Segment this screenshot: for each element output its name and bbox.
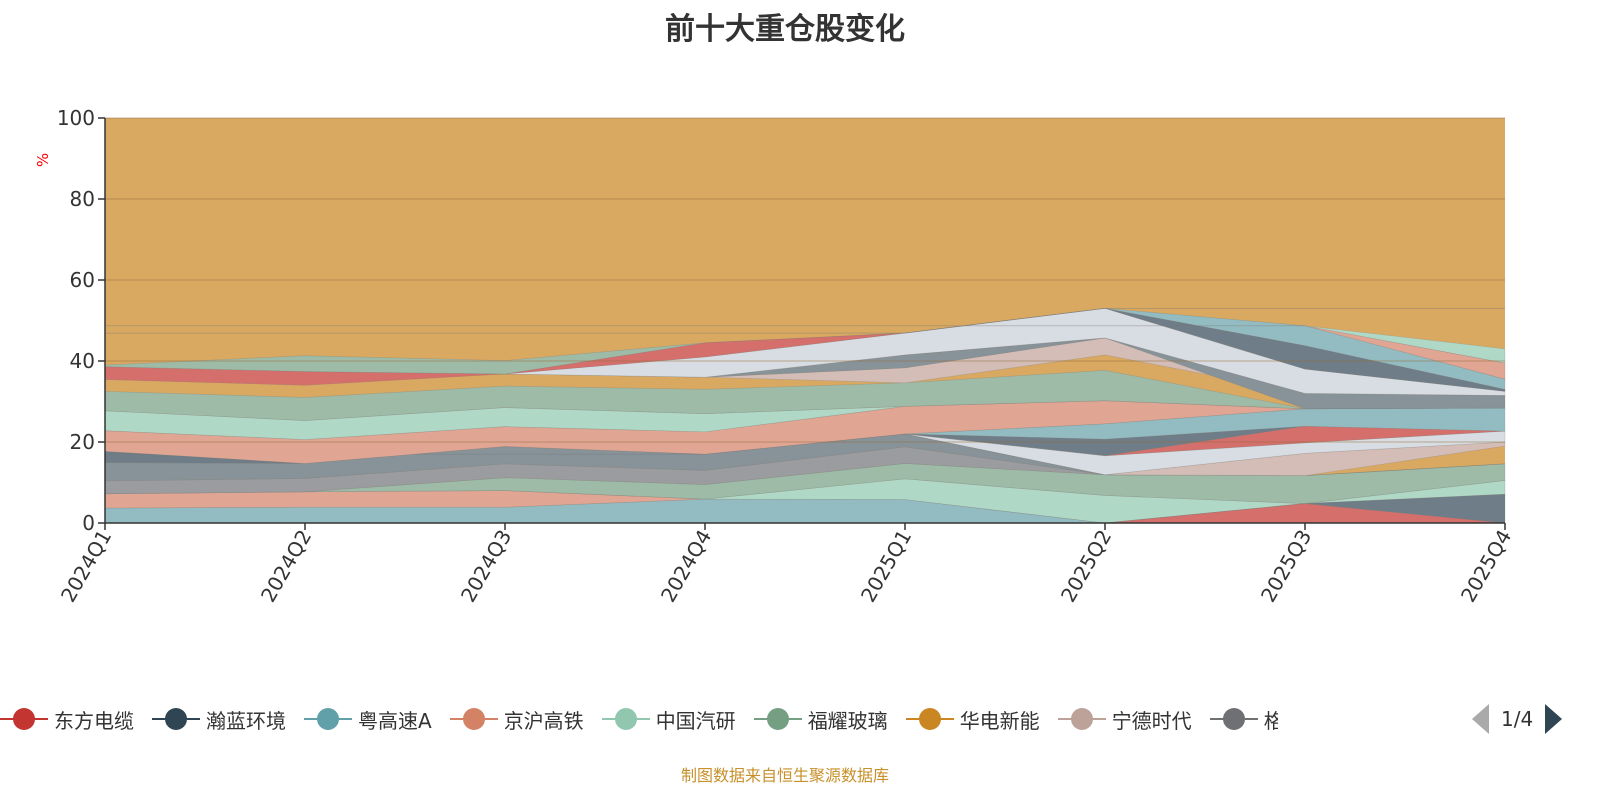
legend: 东方电缆 瀚蓝环境 粤高速A 京沪高铁 中国汽研 福耀玻璃 华电新能 宁德时代 格	[0, 703, 1296, 735]
x-tick-label: 2024Q3	[456, 526, 516, 607]
area-band	[105, 430, 1506, 476]
x-tick-label: 2025Q1	[856, 526, 916, 607]
y-tick-label: 100	[57, 106, 95, 130]
legend-marker-icon	[304, 707, 352, 731]
legend-label: 格	[1263, 708, 1278, 733]
area-band	[105, 308, 1506, 396]
x-tick-label: 2024Q2	[256, 526, 316, 607]
legend-next-page-icon[interactable]	[1545, 704, 1563, 734]
y-tick-label: 0	[82, 511, 95, 535]
legend-marker-icon	[753, 707, 802, 731]
legend-marker-icon	[449, 707, 498, 731]
legend-item[interactable]: 粤高速A	[304, 705, 432, 734]
data-source-note: 制图数据来自恒生聚源数据库	[680, 766, 889, 785]
area-band	[105, 325, 1506, 380]
area-band	[105, 337, 1506, 410]
legend-label: 华电新能	[959, 708, 1040, 733]
area-band	[104, 463, 1506, 504]
area-band	[104, 308, 1505, 375]
legend-marker-icon	[1209, 707, 1258, 731]
area-band	[105, 433, 1506, 476]
legend-label: 福耀玻璃	[807, 708, 888, 733]
x-tick-label: 2025Q4	[1456, 526, 1516, 607]
area-band	[105, 325, 1506, 364]
legend-label: 瀚蓝环境	[206, 708, 286, 733]
legend-item[interactable]: 宁德时代	[1057, 705, 1192, 734]
legend-item[interactable]: 中国汽研	[601, 705, 736, 734]
x-tick-label: 2025Q2	[1056, 526, 1116, 607]
legend-item[interactable]: 格	[1209, 705, 1278, 734]
legend-label: 宁德时代	[1111, 708, 1192, 733]
stacked-area-chart: 0 20 40 60 80 100 2024Q1 2024Q2 2024Q3 2024Q4 2025…	[34, 106, 1516, 607]
x-tick-label: 2024Q1	[56, 526, 116, 607]
x-tick-label: 2024Q4	[656, 526, 716, 607]
legend-item[interactable]: 华电新能	[905, 705, 1040, 734]
legend-marker-icon	[601, 707, 650, 731]
legend-pager: 1/4	[1472, 704, 1563, 734]
legend-marker-icon	[0, 707, 48, 731]
legend-label: 粤高速A	[358, 708, 432, 733]
legend-marker-icon	[152, 707, 200, 731]
legend-label: 东方电缆	[54, 708, 134, 733]
y-tick-label: 20	[70, 430, 95, 454]
legend-item[interactable]: 京沪高铁	[449, 705, 584, 734]
legend-item[interactable]: 瀚蓝环境	[152, 705, 286, 734]
area-band	[105, 308, 1506, 390]
area-band	[105, 308, 1506, 392]
legend-item[interactable]: 福耀玻璃	[753, 705, 888, 734]
y-tick-label: 60	[70, 268, 95, 292]
y-tick-label: 80	[70, 187, 95, 211]
legend-marker-icon	[905, 707, 954, 731]
legend-label: 中国汽研	[655, 708, 736, 733]
y-tick-label: 40	[70, 349, 95, 373]
legend-page-indicator: 1/4	[1501, 707, 1534, 731]
chart-title: 前十大重仓股变化	[665, 12, 905, 47]
x-tick-label: 2025Q3	[1256, 526, 1316, 607]
legend-marker-icon	[1057, 707, 1106, 731]
y-axis-label: %	[34, 153, 52, 167]
legend-prev-page-icon[interactable]	[1472, 704, 1489, 734]
legend-label: 京沪高铁	[503, 708, 584, 733]
legend-item[interactable]: 东方电缆	[0, 705, 134, 734]
